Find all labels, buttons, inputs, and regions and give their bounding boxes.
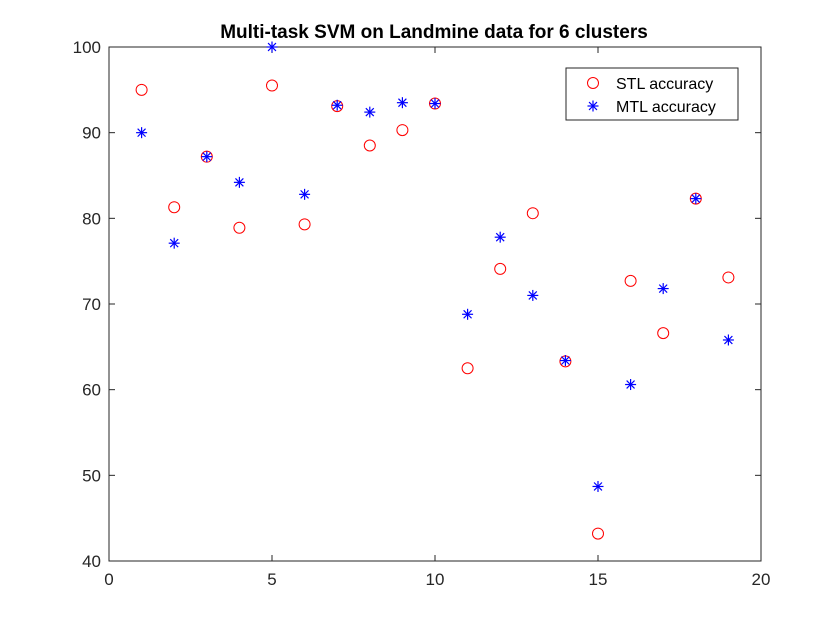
legend: STL accuracy MTL accuracy [565,67,739,121]
mtl-point [592,480,604,492]
data-points [135,41,735,540]
mtl-point [233,176,245,188]
x-tick-label: 5 [267,570,276,589]
mtl-point [168,237,180,249]
legend-label: MTL accuracy [616,99,716,116]
mtl-point [690,193,702,205]
y-tick-label: 70 [82,295,101,314]
stl-point [168,201,181,214]
chart-title: Multi-task SVM on Landmine data for 6 cl… [220,22,648,43]
plot-area [109,47,761,561]
y-tick-label: 80 [82,209,101,228]
mtl-point [559,355,571,367]
mtl-point [625,379,637,391]
mtl-point [657,283,669,295]
stl-point [233,221,246,234]
stl-point [722,271,735,284]
legend-label: STL accuracy [616,76,713,93]
mtl-point [201,151,213,163]
stl-point [592,527,604,540]
x-tick-label: 10 [426,570,445,589]
stl-point [461,362,474,375]
stl-point [657,327,670,340]
stl-point [298,218,311,231]
mtl-point [429,98,441,110]
series-stl [135,79,735,540]
mtl-point [462,308,474,320]
y-tick-label: 40 [82,552,101,571]
stl-point [396,124,409,137]
legend-marker-mtl [587,100,599,112]
stl-point [266,79,278,92]
mtl-point [299,188,311,200]
legend-box [565,67,739,121]
stl-point [624,274,637,287]
mtl-point [331,99,343,111]
axes: 0 5 10 15 20 40 50 60 70 80 90 100 [73,38,771,589]
y-tick-label: 60 [82,381,101,400]
mtl-point [722,334,734,346]
stl-point [494,262,507,275]
stl-point [526,207,539,220]
legend-marker-stl [587,77,599,89]
x-tick-label: 20 [752,570,771,589]
y-tick-label: 100 [73,38,101,57]
mtl-point [527,289,539,301]
series-mtl [136,41,734,492]
mtl-point [396,97,408,109]
stl-point [135,83,148,96]
x-tick-label: 0 [104,570,113,589]
mtl-point [494,231,506,243]
y-tick-label: 90 [82,124,101,143]
mtl-point [136,127,148,139]
x-tick-label: 15 [589,570,608,589]
y-tick-label: 50 [82,466,101,485]
mtl-point [266,41,278,53]
mtl-point [364,106,376,118]
stl-point [363,139,376,152]
